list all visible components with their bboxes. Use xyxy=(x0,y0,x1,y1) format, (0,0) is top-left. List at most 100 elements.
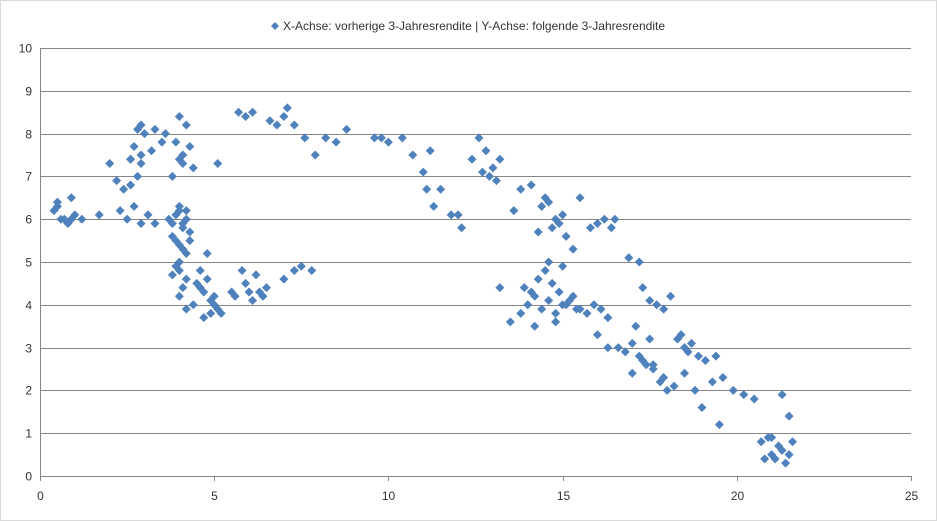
y-axis-tick-labels: 0 1 2 3 4 5 6 7 8 9 10 xyxy=(19,42,33,484)
data-point xyxy=(589,300,599,310)
data-point xyxy=(282,103,292,113)
data-point xyxy=(279,111,289,121)
y-tick-label: 4 xyxy=(25,299,32,313)
data-point xyxy=(178,283,188,293)
data-point xyxy=(241,278,251,288)
data-point xyxy=(551,308,561,318)
data-point xyxy=(558,210,568,220)
data-point xyxy=(634,257,644,267)
data-point xyxy=(129,141,139,151)
data-point xyxy=(582,308,592,318)
data-point xyxy=(516,308,526,318)
axes xyxy=(40,48,912,481)
data-point xyxy=(425,146,435,156)
data-point xyxy=(446,210,456,220)
data-point xyxy=(749,394,759,404)
data-point xyxy=(133,171,143,181)
data-point xyxy=(711,351,721,361)
data-point xyxy=(697,403,707,413)
data-point xyxy=(296,261,306,271)
y-tick-label: 0 xyxy=(25,470,32,484)
data-point xyxy=(467,154,477,164)
data-point xyxy=(383,137,393,147)
data-point xyxy=(140,129,150,139)
data-point xyxy=(307,266,317,276)
data-point xyxy=(526,287,536,297)
data-point xyxy=(94,210,104,220)
data-point xyxy=(568,291,578,301)
data-point xyxy=(181,120,191,130)
data-point xyxy=(683,347,693,357)
data-point xyxy=(533,227,543,237)
data-point xyxy=(693,351,703,361)
data-point xyxy=(687,338,697,348)
data-point xyxy=(561,300,571,310)
data-point xyxy=(631,321,641,331)
data-point xyxy=(760,454,770,464)
data-point xyxy=(568,244,578,254)
data-point xyxy=(429,201,439,211)
data-point xyxy=(756,437,766,447)
data-point xyxy=(585,223,595,233)
y-tick-label: 1 xyxy=(25,427,32,441)
data-point xyxy=(122,214,132,224)
data-point xyxy=(659,373,669,383)
data-point xyxy=(676,330,686,340)
data-point xyxy=(66,193,76,203)
legend-marker xyxy=(271,22,279,30)
data-point xyxy=(519,283,529,293)
data-point xyxy=(509,206,519,216)
legend-label: X-Achse: vorherige 3-Jahresrendite | Y-A… xyxy=(283,19,665,33)
data-point xyxy=(781,458,791,468)
data-point xyxy=(195,283,205,293)
data-point xyxy=(547,278,557,288)
data-point xyxy=(261,283,271,293)
data-point xyxy=(181,206,191,216)
data-point xyxy=(477,167,487,177)
data-point xyxy=(770,454,780,464)
data-point xyxy=(167,270,177,280)
data-point xyxy=(202,248,212,258)
data-point xyxy=(213,159,223,169)
data-point xyxy=(237,266,247,276)
data-point xyxy=(669,381,679,391)
data-point xyxy=(662,385,672,395)
data-point xyxy=(533,274,543,284)
data-point xyxy=(230,291,240,301)
data-point xyxy=(505,317,515,327)
data-point xyxy=(342,124,352,134)
data-points xyxy=(49,103,798,468)
data-point xyxy=(544,296,554,306)
data-point xyxy=(544,257,554,267)
data-point xyxy=(129,201,139,211)
data-point xyxy=(613,343,623,353)
data-point xyxy=(178,150,188,160)
data-point xyxy=(265,116,275,126)
x-tick-label: 15 xyxy=(557,489,571,503)
data-point xyxy=(167,218,177,228)
data-point xyxy=(537,201,547,211)
data-point xyxy=(627,368,637,378)
data-point xyxy=(788,437,798,447)
data-point xyxy=(150,218,160,228)
data-point xyxy=(167,231,177,241)
data-point xyxy=(244,287,254,297)
data-point xyxy=(516,184,526,194)
data-point xyxy=(115,206,125,216)
data-point xyxy=(178,218,188,228)
data-point xyxy=(174,291,184,301)
data-point xyxy=(195,266,205,276)
data-point xyxy=(289,266,299,276)
data-point xyxy=(136,150,146,160)
data-point xyxy=(526,180,536,190)
data-point xyxy=(174,111,184,121)
data-point xyxy=(66,214,76,224)
data-point xyxy=(638,283,648,293)
data-point xyxy=(777,390,787,400)
data-point xyxy=(185,227,195,237)
data-point xyxy=(234,107,244,117)
data-point xyxy=(767,432,777,442)
data-point xyxy=(272,120,282,130)
data-point xyxy=(188,300,198,310)
